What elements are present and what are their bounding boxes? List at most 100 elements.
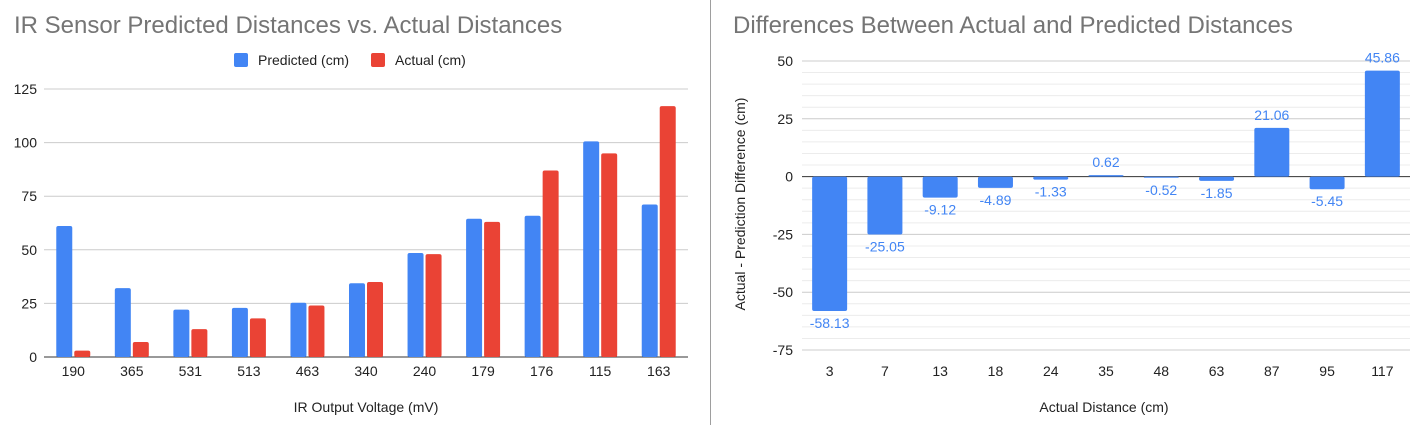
left-y-tick-label: 0: [29, 349, 37, 365]
right-x-tick-label: 13: [932, 363, 948, 379]
right-x-tick-label: 7: [881, 363, 889, 379]
difference-data-label: 45.86: [1365, 50, 1400, 66]
right-x-tick-label: 87: [1264, 363, 1280, 379]
left-legend: Predicted (cm) Actual (cm): [234, 52, 466, 68]
predicted-bar: [349, 283, 365, 357]
predicted-vs-actual-svg: IR Sensor Predicted Distances vs. Actual…: [14, 12, 688, 415]
left-x-tick-label: 240: [413, 363, 437, 379]
right-x-tick-label: 95: [1319, 363, 1335, 379]
left-x-tick-label: 531: [179, 363, 203, 379]
right-y-tick-label: 0: [785, 169, 793, 185]
predicted-bar: [524, 215, 541, 357]
right-y-tick-label: -50: [773, 284, 793, 300]
actual-bar: [132, 341, 149, 357]
difference-bar: [1088, 175, 1124, 177]
predicted-bar: [290, 302, 307, 357]
predicted-bar: [466, 218, 483, 357]
left-x-tick-label: 463: [296, 363, 320, 379]
difference-data-label: 0.62: [1092, 154, 1119, 170]
left-y-tick-label: 125: [14, 81, 38, 97]
legend-label-predicted: Predicted (cm): [258, 52, 349, 68]
actual-bar: [425, 254, 442, 357]
predicted-bar: [173, 309, 190, 357]
right-data-labels: -58.13 -25.05 -9.12 -4.89 -1.33 0.62 -0.52 -1.8…: [810, 50, 1400, 331]
actual-bar: [542, 170, 559, 357]
predicted-bar: [56, 226, 73, 357]
right-x-tick-label: 3: [826, 363, 834, 379]
difference-bar: [1033, 176, 1069, 180]
left-y-tick-label: 75: [21, 188, 37, 204]
right-x-tick-label: 24: [1043, 363, 1059, 379]
predicted-bar: [407, 253, 424, 357]
difference-bar: [922, 176, 958, 198]
difference-data-label: -1.85: [1201, 185, 1233, 201]
left-x-tick-label: 115: [589, 363, 612, 379]
right-gridlines: [802, 60, 1410, 351]
left-x-tick-label: 179: [471, 363, 495, 379]
differences-svg: Differences Between Actual and Predicted…: [732, 12, 1410, 415]
difference-data-label: -4.89: [979, 192, 1011, 208]
difference-data-label: -58.13: [810, 315, 850, 331]
left-y-tick-label: 100: [14, 135, 38, 151]
difference-data-label: -25.05: [865, 239, 905, 255]
left-x-tick-label: 163: [647, 363, 671, 379]
actual-bar: [367, 281, 383, 357]
actual-bar: [74, 350, 91, 357]
right-y-axis-title: Actual - Prediction Difference (cm): [732, 98, 748, 311]
predicted-bar: [114, 288, 131, 357]
right-y-tick-label: -75: [773, 342, 793, 358]
right-bars: [812, 70, 1400, 311]
right-y-tick-label: 25: [777, 111, 793, 127]
right-x-tick-label: 48: [1153, 363, 1169, 379]
predicted-bar: [231, 307, 248, 357]
left-y-tick-label: 25: [21, 295, 37, 311]
right-x-ticks: 3 7 13 18 24 35 48 63 87 95 117: [826, 363, 1394, 379]
right-x-tick-label: 63: [1209, 363, 1225, 379]
differences-chart: Differences Between Actual and Predicted…: [712, 0, 1424, 425]
actual-bar: [191, 329, 208, 357]
predicted-bar: [641, 204, 658, 357]
panel-divider: [710, 0, 711, 425]
right-y-tick-label: 50: [777, 53, 793, 69]
left-y-ticks: 0 25 50 75 100 125: [14, 81, 38, 365]
difference-data-label: 21.06: [1254, 107, 1289, 123]
left-x-tick-label: 340: [354, 363, 378, 379]
legend-swatch-predicted: [234, 53, 248, 67]
difference-data-label: -0.52: [1145, 182, 1177, 198]
actual-bar: [308, 305, 325, 357]
left-x-tick-label: 365: [120, 363, 144, 379]
right-x-tick-label: 35: [1098, 363, 1114, 379]
difference-bar: [1199, 176, 1235, 181]
difference-bar: [867, 176, 903, 235]
right-chart-title: Differences Between Actual and Predicted…: [733, 12, 1293, 39]
legend-swatch-actual: [371, 53, 385, 67]
difference-bar: [1143, 176, 1179, 178]
difference-data-label: -9.12: [924, 202, 956, 218]
left-x-ticks: 190 365 531 513 463 340 240 179 176 115 163: [62, 363, 671, 379]
right-x-tick-label: 117: [1371, 363, 1394, 379]
left-bars: [56, 106, 676, 357]
difference-bar: [1254, 127, 1290, 177]
actual-bar: [249, 318, 266, 357]
legend-label-actual: Actual (cm): [395, 52, 466, 68]
right-x-axis-title: Actual Distance (cm): [1039, 399, 1168, 415]
left-x-axis-title: IR Output Voltage (mV): [294, 399, 439, 415]
left-gridlines: [44, 88, 688, 358]
difference-data-label: -5.45: [1311, 193, 1343, 209]
difference-data-label: -1.33: [1035, 184, 1067, 200]
actual-bar: [601, 153, 618, 357]
right-x-tick-label: 18: [988, 363, 1004, 379]
difference-bar: [1364, 70, 1400, 177]
predicted-bar: [583, 141, 600, 357]
left-x-tick-label: 190: [62, 363, 86, 379]
actual-bar: [659, 106, 676, 357]
left-y-tick-label: 50: [21, 242, 37, 258]
predicted-vs-actual-chart: IR Sensor Predicted Distances vs. Actual…: [0, 0, 710, 425]
difference-bar: [977, 176, 1013, 188]
actual-bar: [484, 221, 501, 357]
left-x-tick-label: 176: [530, 363, 554, 379]
left-x-tick-label: 513: [237, 363, 261, 379]
right-y-ticks: -75 -50 -25 0 25 50: [773, 53, 793, 358]
difference-bar: [812, 176, 848, 311]
left-chart-title: IR Sensor Predicted Distances vs. Actual…: [14, 12, 562, 39]
